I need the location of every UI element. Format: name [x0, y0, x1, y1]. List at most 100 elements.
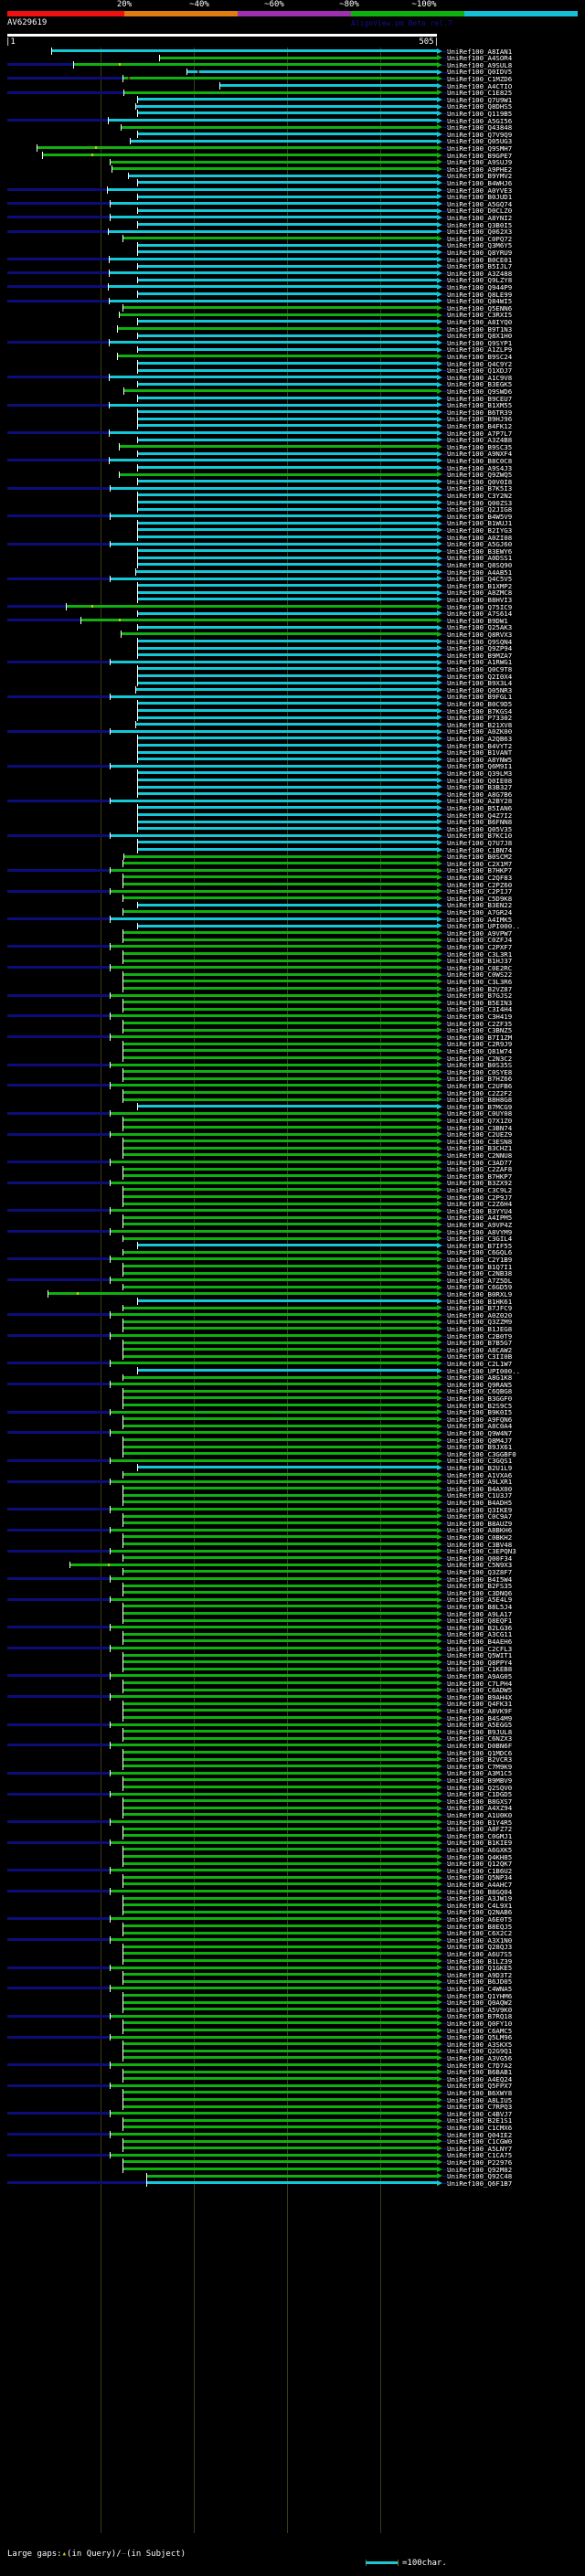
hit-accession-label[interactable]: UniRef100_C6AMC5: [447, 2026, 513, 2035]
hit-accession-label[interactable]: UniRef100_C3I4H4: [447, 1005, 513, 1014]
hit-accession-label[interactable]: UniRef100_B4W5V9: [447, 512, 513, 521]
alignment-row[interactable]: [0, 2033, 585, 2041]
hit-accession-label[interactable]: UniRef100_C0PQ72: [447, 234, 513, 243]
hsp-bar[interactable]: [122, 2021, 437, 2025]
hsp-bar[interactable]: [122, 1813, 437, 1817]
hsp-bar[interactable]: [110, 2153, 437, 2157]
hit-accession-label[interactable]: UniRef100_A8IYQ0: [447, 317, 513, 326]
alignment-row[interactable]: [0, 1589, 585, 1596]
alignment-row[interactable]: [0, 1304, 585, 1312]
alignment-row[interactable]: [0, 603, 585, 610]
alignment-row[interactable]: [0, 1797, 585, 1805]
hsp-bar[interactable]: [122, 1667, 437, 1670]
alignment-row[interactable]: [0, 1624, 585, 1631]
hit-accession-label[interactable]: UniRef100_B1HJ37: [447, 957, 513, 966]
hsp-bar[interactable]: [137, 820, 437, 823]
hsp-bar[interactable]: [110, 889, 437, 893]
hit-accession-label[interactable]: UniRef100_A4IMK5: [447, 915, 513, 924]
alignment-row[interactable]: [0, 1659, 585, 1666]
alignment-row[interactable]: [0, 152, 585, 159]
hit-accession-label[interactable]: UniRef100_A2QB63: [447, 734, 513, 743]
hit-accession-label[interactable]: UniRef100_Q5FPX7: [447, 2082, 513, 2091]
alignment-row[interactable]: [0, 144, 585, 152]
hsp-bar[interactable]: [122, 1653, 437, 1657]
hsp-bar[interactable]: [110, 1230, 437, 1233]
hsp-bar[interactable]: [122, 1861, 437, 1865]
hit-accession-label[interactable]: UniRef100_B7I1ZM: [447, 1033, 513, 1042]
hit-accession-label[interactable]: UniRef100_Q0C9T8: [447, 664, 513, 673]
hit-accession-label[interactable]: UniRef100_A7Z5DL: [447, 1276, 513, 1285]
hsp-bar[interactable]: [122, 1931, 437, 1935]
hsp-bar[interactable]: [122, 1487, 437, 1490]
alignment-row[interactable]: [0, 1172, 585, 1180]
hsp-bar[interactable]: [80, 619, 437, 622]
hit-accession-label[interactable]: UniRef100_C3BV48: [447, 1540, 513, 1549]
hsp-bar[interactable]: [122, 1452, 437, 1456]
hit-accession-label[interactable]: UniRef100_A3Z4B8: [447, 436, 513, 445]
hsp-bar[interactable]: [110, 1209, 437, 1213]
alignment-row[interactable]: [0, 96, 585, 103]
alignment-row[interactable]: [0, 1159, 585, 1166]
hsp-bar[interactable]: [122, 1570, 437, 1574]
alignment-row[interactable]: [0, 408, 585, 416]
hsp-bar[interactable]: [137, 223, 437, 226]
hsp-bar[interactable]: [110, 1410, 437, 1414]
hit-accession-label[interactable]: UniRef100_C3AD77: [447, 1158, 513, 1167]
hit-accession-label[interactable]: UniRef100_B8HVI3: [447, 595, 513, 604]
hsp-bar[interactable]: [137, 549, 437, 553]
alignment-row[interactable]: [0, 1408, 585, 1416]
hit-accession-label[interactable]: UniRef100_C3BNZ5: [447, 1026, 513, 1035]
hsp-bar[interactable]: [122, 1618, 437, 1622]
alignment-row[interactable]: [0, 186, 585, 194]
hit-accession-label[interactable]: UniRef100_C6GQL6: [447, 1248, 513, 1257]
alignment-row[interactable]: [0, 1082, 585, 1089]
hit-accession-label[interactable]: UniRef100_B7HZ66: [447, 1075, 513, 1084]
alignment-row[interactable]: [0, 82, 585, 90]
alignment-row[interactable]: [0, 1075, 585, 1083]
hsp-bar[interactable]: [137, 584, 437, 588]
hit-accession-label[interactable]: UniRef100_Q9SMH7: [447, 143, 513, 153]
hit-accession-label[interactable]: UniRef100_A9LA17: [447, 1609, 513, 1618]
hsp-bar[interactable]: [137, 646, 437, 650]
hit-accession-label[interactable]: UniRef100_Q8YRU9: [447, 248, 513, 257]
alignment-row[interactable]: [0, 1283, 585, 1291]
hit-accession-label[interactable]: UniRef100_Q05V35: [447, 824, 513, 833]
alignment-row[interactable]: [0, 283, 585, 291]
alignment-row[interactable]: [0, 1471, 585, 1479]
hit-accession-label[interactable]: UniRef100_B7RQ18: [447, 2012, 513, 2021]
hsp-bar[interactable]: [110, 1840, 437, 1844]
hit-accession-label[interactable]: UniRef100_Q4KH85: [447, 1852, 513, 1861]
hsp-bar[interactable]: [110, 1257, 437, 1261]
hsp-bar[interactable]: [137, 744, 437, 747]
hit-accession-label[interactable]: UniRef100_Q5WIT1: [447, 1651, 513, 1660]
hit-accession-label[interactable]: UniRef100_A3M1C5: [447, 1769, 513, 1778]
alignment-row[interactable]: [0, 991, 585, 1000]
hsp-bar[interactable]: [137, 848, 437, 851]
hit-accession-label[interactable]: UniRef100_B8H8G8: [447, 1096, 513, 1105]
hsp-bar[interactable]: [122, 1341, 437, 1344]
hsp-bar[interactable]: [110, 1508, 437, 1511]
hsp-bar[interactable]: [137, 1105, 437, 1108]
alignment-row[interactable]: [0, 1645, 585, 1652]
hit-accession-label[interactable]: UniRef100_C3GIL4: [447, 1235, 513, 1244]
alignment-row[interactable]: [0, 2131, 585, 2138]
alignment-row[interactable]: [0, 735, 585, 742]
hsp-bar[interactable]: [51, 49, 437, 52]
hsp-bar[interactable]: [122, 1979, 437, 1983]
hsp-bar[interactable]: [122, 883, 437, 885]
hsp-bar[interactable]: [110, 694, 437, 698]
alignment-row[interactable]: [0, 1235, 585, 1243]
alignment-row[interactable]: [0, 1360, 585, 1367]
alignment-row[interactable]: [0, 644, 585, 652]
hit-accession-label[interactable]: UniRef100_Q92M82: [447, 2165, 513, 2174]
alignment-row[interactable]: [0, 48, 585, 55]
alignment-row[interactable]: [0, 1186, 585, 1193]
hit-accession-label[interactable]: UniRef100_C1U3J7: [447, 1491, 513, 1500]
hit-accession-label[interactable]: UniRef100_B3EN22: [447, 901, 513, 910]
hsp-bar[interactable]: [110, 1035, 437, 1039]
hit-accession-label[interactable]: UniRef100_A0Z020: [447, 1310, 513, 1320]
hsp-bar[interactable]: [137, 111, 437, 115]
hsp-bar[interactable]: [122, 1924, 437, 1927]
hsp-bar[interactable]: [137, 368, 437, 372]
hsp-bar[interactable]: [135, 723, 437, 726]
